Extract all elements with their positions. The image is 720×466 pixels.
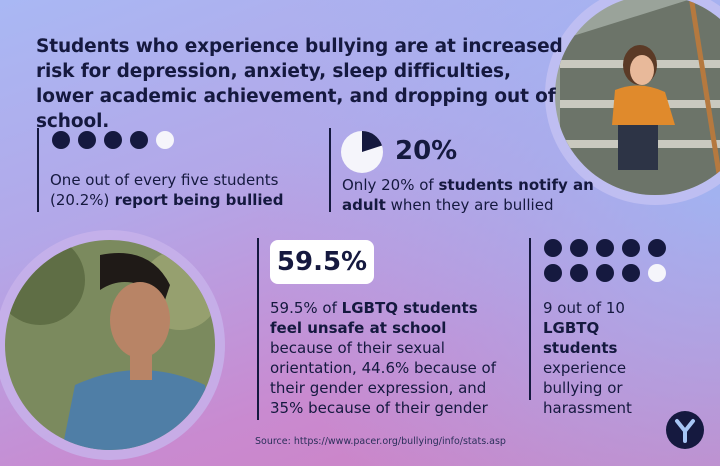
stat-text: Only 20% of students notify an adult whe… bbox=[342, 175, 602, 215]
text: One out of every five students (20.2%) bbox=[50, 171, 279, 209]
divider bbox=[529, 238, 531, 400]
text: because of their sexual orientation, 44.… bbox=[270, 339, 496, 417]
stat-text: 9 out of 10 LGBTQ students experience bu… bbox=[543, 298, 661, 418]
stat-text: One out of every five students (20.2%) r… bbox=[50, 170, 310, 210]
stat-figure-box: 59.5% bbox=[270, 240, 374, 284]
text-bold: report being bullied bbox=[109, 191, 284, 209]
text: when they are bullied bbox=[385, 196, 554, 214]
divider bbox=[257, 238, 259, 420]
text: experience bullying or harassment bbox=[543, 359, 632, 417]
divider bbox=[329, 128, 331, 212]
text-bold: students notify an adult bbox=[342, 176, 594, 214]
text: 59.5% of bbox=[270, 299, 342, 317]
text-bold: LGBTQ students feel unsafe at school bbox=[270, 299, 478, 337]
stat-text: 59.5% of LGBTQ students feel unsafe at s… bbox=[270, 298, 510, 418]
pie-icon bbox=[341, 130, 383, 173]
text: 9 out of 10 bbox=[543, 299, 625, 317]
text: Only 20% of bbox=[342, 176, 439, 194]
stat-figure: 59.5% bbox=[276, 247, 368, 277]
source: Source: https://www.pacer.org/bullying/i… bbox=[255, 436, 506, 447]
dots-ten bbox=[544, 239, 666, 282]
dots-five bbox=[52, 131, 174, 149]
headline: Students who experience bullying are at … bbox=[36, 36, 563, 132]
photo-student-stairs bbox=[555, 0, 720, 195]
logo-mark bbox=[675, 419, 695, 443]
divider bbox=[37, 128, 39, 212]
stat-figure: 20% bbox=[395, 136, 458, 166]
text-bold: LGBTQ students bbox=[543, 319, 618, 357]
